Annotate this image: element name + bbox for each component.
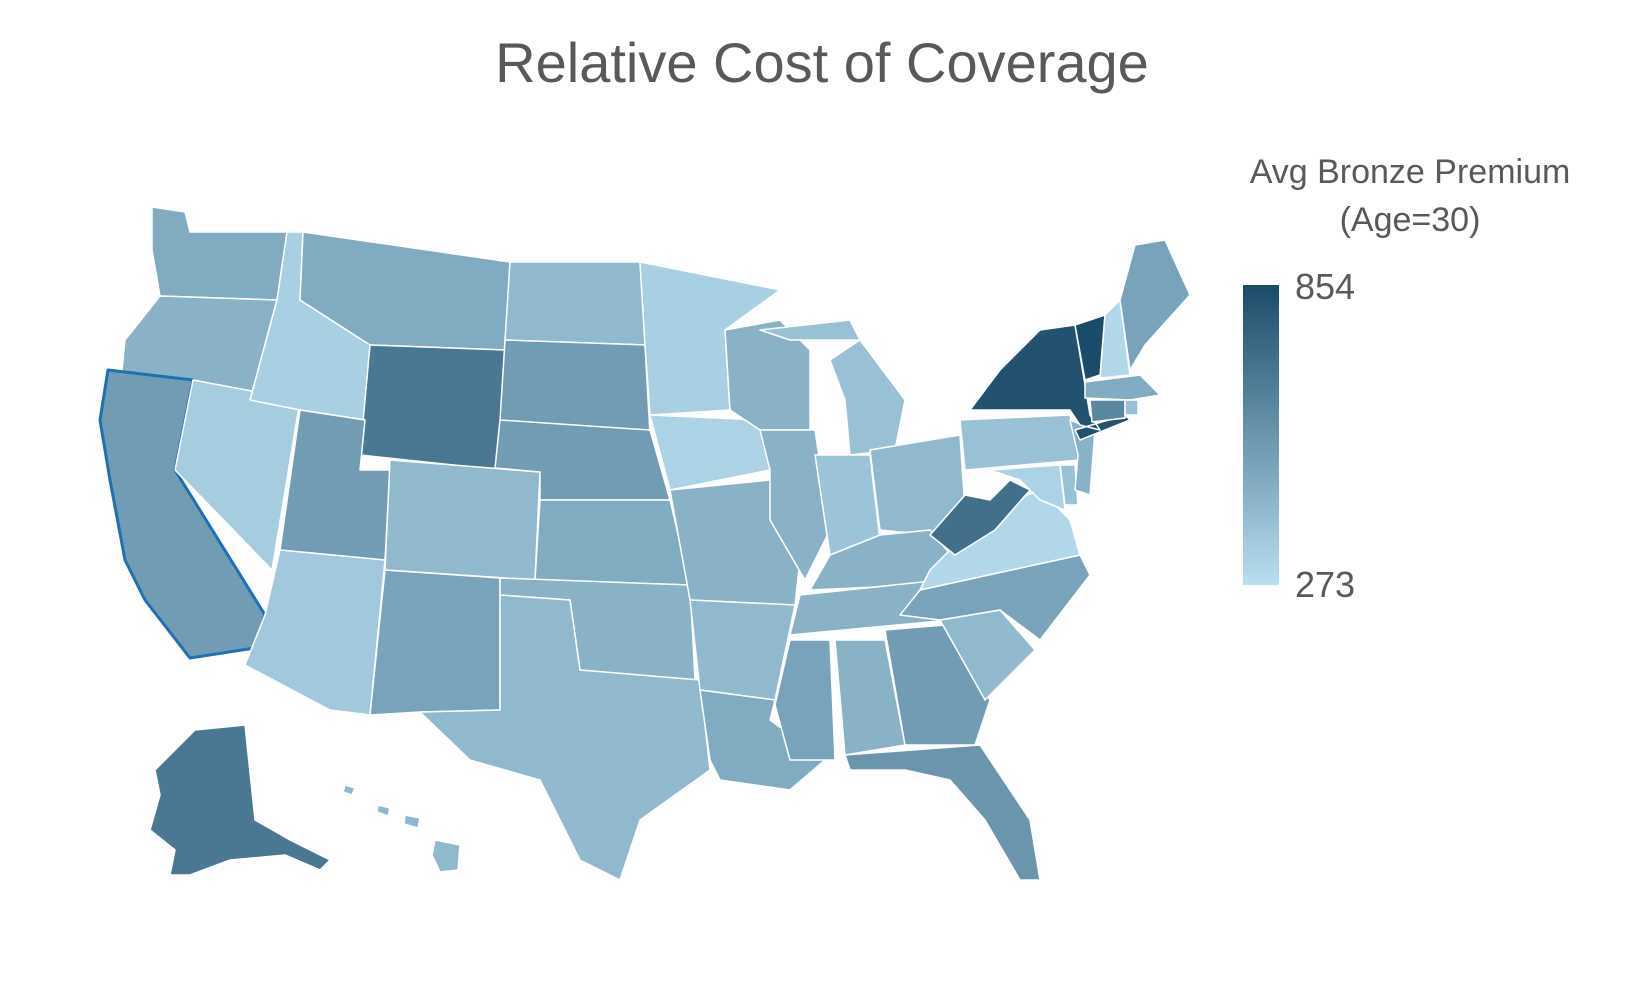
state-ks[interactable] [534,499,691,586]
state-ma[interactable] [1084,374,1161,401]
state-hi[interactable] [342,784,461,873]
state-fl[interactable] [844,744,1041,881]
legend-min-label: 273 [1295,564,1356,605]
legend-title: Avg Bronze Premium (Age=30) [1220,148,1600,244]
state-me[interactable] [1119,239,1191,371]
legend-title-line2: (Age=30) [1339,201,1481,239]
state-wy[interactable] [359,344,506,471]
state-la[interactable] [699,689,826,791]
state-de[interactable] [1059,464,1079,506]
state-ia[interactable] [649,414,771,491]
state-wv[interactable] [929,479,1031,556]
state-co[interactable] [384,459,541,581]
state-mo[interactable] [669,479,801,606]
state-ak[interactable] [149,724,331,876]
state-nd[interactable] [504,261,646,346]
state-ms[interactable] [774,639,836,761]
state-md[interactable] [989,464,1066,511]
state-il[interactable] [759,429,831,581]
state-ga[interactable] [884,624,991,746]
legend-max-label: 854 [1295,266,1356,307]
state-tx[interactable] [419,594,711,881]
map-title: Relative Cost of Coverage [495,31,1149,94]
legend-title-line1: Avg Bronze Premium [1249,153,1571,191]
state-nm[interactable] [369,569,501,716]
state-az[interactable] [244,549,386,716]
state-wa[interactable] [151,206,288,301]
legend-color-scale [1243,285,1279,585]
state-ct[interactable] [1089,399,1126,423]
state-ri[interactable] [1124,399,1139,416]
state-nc[interactable] [899,554,1091,641]
state-pa[interactable] [959,414,1081,471]
